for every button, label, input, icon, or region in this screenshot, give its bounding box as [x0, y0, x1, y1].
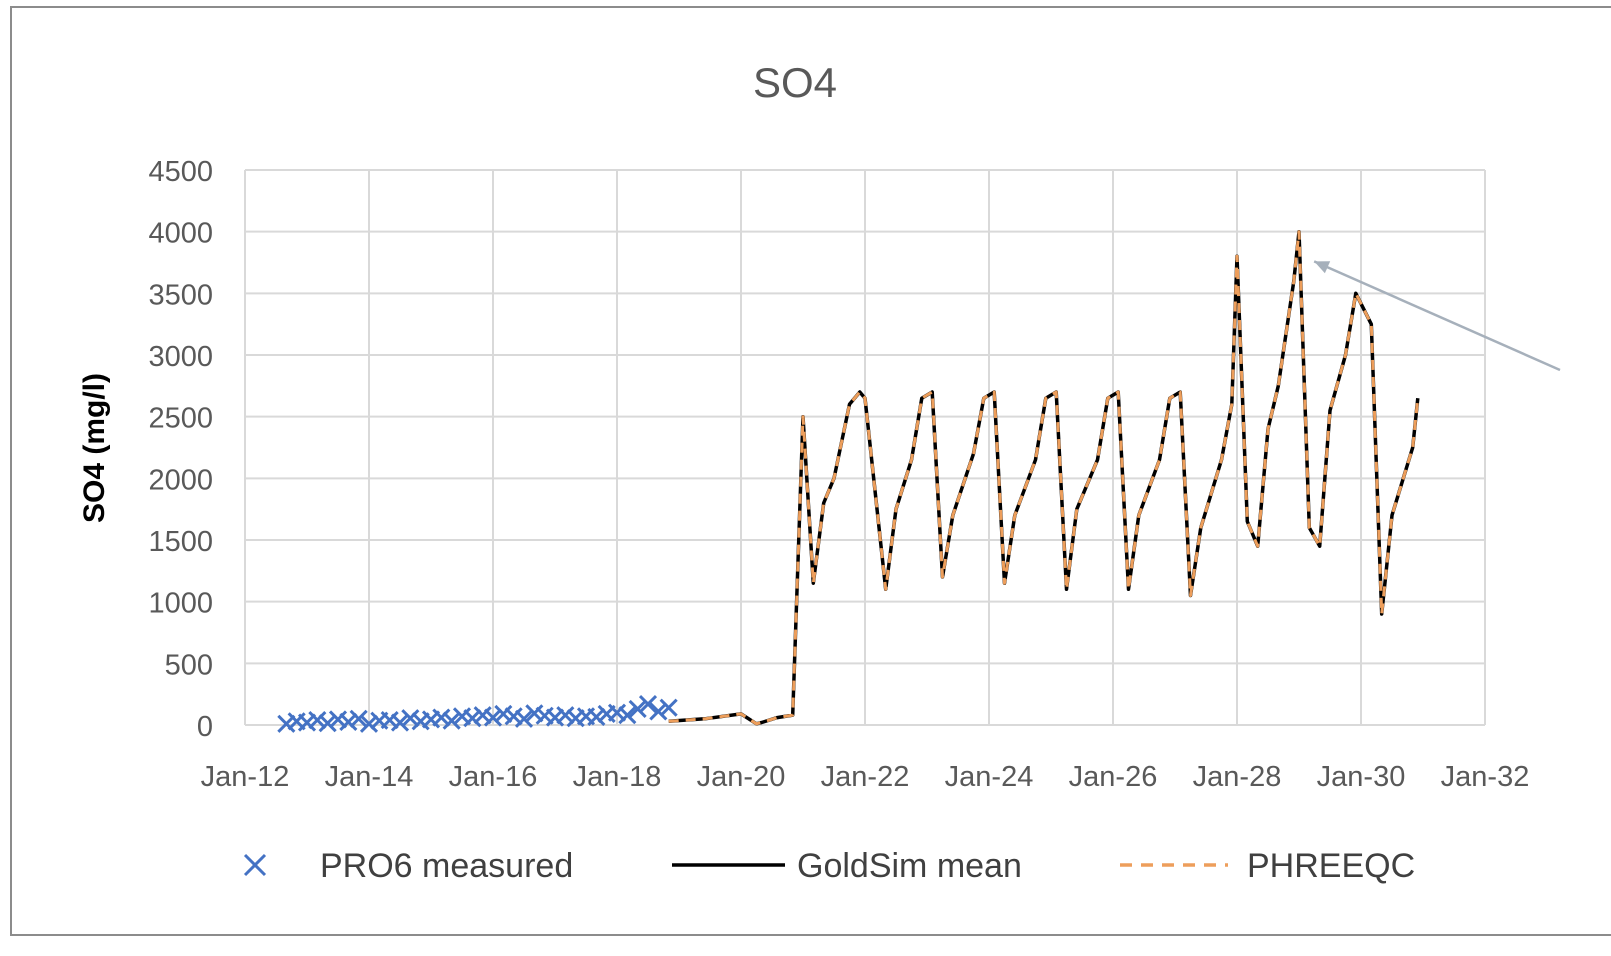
axis-ticks: 0 500 1000 1500 2000 2500 3000 3500 4000 4500 Jan-…	[148, 156, 1529, 793]
annotation-layer	[1313, 260, 1561, 372]
pro6-measured-point	[308, 711, 327, 730]
pro6-measured-point	[349, 709, 368, 728]
pro6-measured-point	[432, 708, 451, 727]
pro6-measured-point	[442, 711, 461, 730]
pro6-measured-point	[556, 706, 575, 725]
y-tick-label: 3000	[148, 341, 213, 373]
legend-item-pro6-measured: PRO6 measured	[243, 847, 573, 885]
y-tick-label: 4000	[148, 218, 213, 250]
series-layer	[277, 229, 1420, 733]
pro6-measured-point	[545, 708, 565, 727]
x-tick-label: Jan-16	[449, 761, 538, 793]
pro6-measured-point	[525, 704, 544, 723]
pro6-measured-point	[587, 707, 606, 727]
pro6-measured-point	[504, 707, 523, 726]
x-tick-label: Jan-24	[945, 761, 1034, 793]
x-tick-label: Jan-28	[1193, 761, 1282, 793]
pro6-measured-point	[401, 709, 420, 728]
legend-x-marker	[243, 853, 267, 877]
y-axis-label: SO4 (mg/l)	[78, 373, 111, 523]
pro6-measured-point	[649, 702, 668, 721]
y-tick-label: 1000	[148, 588, 213, 620]
pro6-measured-point	[297, 713, 317, 732]
legend-item-goldsim-mean: GoldSim mean	[672, 847, 1022, 885]
x-tick-label: Jan-18	[573, 761, 662, 793]
y-tick-label: 2500	[148, 403, 213, 435]
pro6-measured-point	[483, 708, 503, 727]
x-tick-label: Jan-32	[1441, 761, 1530, 793]
pro6-measured-point	[380, 711, 399, 730]
chart-title: SO4	[753, 59, 837, 106]
x-tick-label: Jan-22	[821, 761, 910, 793]
annotation-arrow	[1313, 260, 1561, 372]
x-tick-label: Jan-14	[325, 761, 414, 793]
pro6-measured-point	[277, 714, 296, 733]
y-tick-label: 1500	[148, 526, 213, 558]
pro6-measured-point	[638, 694, 658, 714]
phreeqc-line	[668, 230, 1420, 726]
pro6-measured-point	[607, 703, 627, 722]
pro6-measured-point	[359, 714, 379, 733]
pro6-measured-point	[473, 706, 492, 725]
y-tick-label: 3500	[148, 279, 213, 311]
y-tick-label: 500	[165, 649, 213, 681]
x-tick-label: Jan-26	[1069, 761, 1158, 793]
pro6-measured-point	[514, 709, 534, 728]
y-tick-label: 4500	[148, 156, 213, 188]
pro6-measured-point	[339, 712, 358, 731]
legend-label-goldsim: GoldSim mean	[797, 847, 1022, 885]
y-tick-label: 0	[197, 711, 213, 743]
chart-frame	[10, 6, 1611, 936]
x-tick-label: Jan-20	[697, 761, 786, 793]
pro6-measured-point	[328, 710, 348, 729]
pro6-measured-point	[463, 709, 482, 728]
pro6-measured-point	[390, 713, 410, 732]
pro6-measured-point	[618, 706, 637, 725]
legend: PRO6 measured GoldSim mean PHREEQC	[243, 847, 1415, 885]
grid-lines	[244, 169, 1486, 726]
y-tick-label: 2000	[148, 464, 213, 496]
x-tick-label: Jan-12	[201, 761, 290, 793]
legend-label-pro6: PRO6 measured	[320, 847, 573, 885]
legend-label-phreeqc: PHREEQC	[1247, 847, 1415, 885]
x-tick-label: Jan-30	[1317, 761, 1406, 793]
pro6-measured-point	[628, 699, 647, 719]
pro6-measured-point	[494, 704, 513, 723]
pro6-measured-point	[659, 698, 678, 717]
legend-item-phreeqc: PHREEQC	[1120, 847, 1415, 885]
pro6-measured-point	[318, 714, 337, 733]
